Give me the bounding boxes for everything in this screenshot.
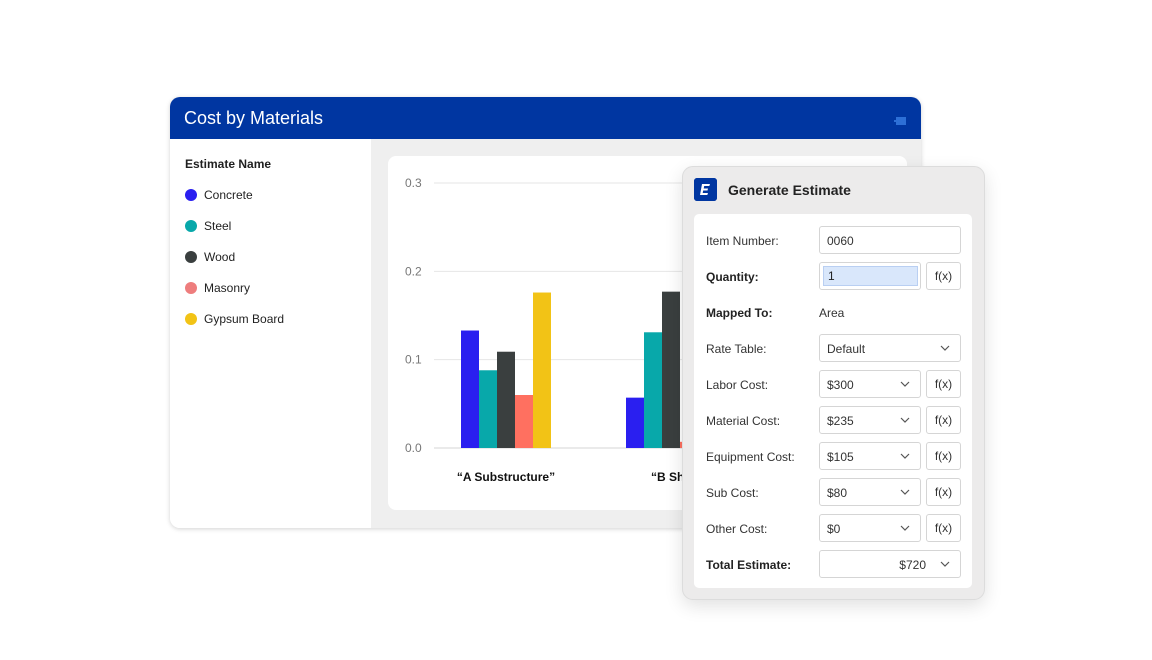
total-estimate-row: Total Estimate: $720 <box>694 550 972 580</box>
item-number-row: Item Number: 0060 <box>694 226 972 256</box>
equipment-cost-fx-button[interactable]: f(x) <box>926 442 961 470</box>
rate-table-label: Rate Table: <box>706 342 767 356</box>
card-title: Cost by Materials <box>184 108 324 128</box>
total-estimate-select[interactable]: $720 <box>819 550 961 578</box>
legend-label: Gypsum Board <box>204 312 285 326</box>
quantity-input[interactable]: 1 <box>819 262 921 290</box>
equipment-cost-label: Equipment Cost: <box>706 450 795 464</box>
equipment-cost-select[interactable]: $105 <box>819 442 921 470</box>
legend-dot <box>185 189 197 201</box>
bar-chart: 0.0 0.1 0.2 0.3 “A Substructure” “B She <box>405 176 907 484</box>
equipment-cost-row: Equipment Cost: $105 f(x) <box>694 442 972 472</box>
legend-item-gypsum-board[interactable]: Gypsum Board <box>185 311 284 327</box>
legend-item-steel[interactable]: Steel <box>185 218 231 234</box>
item-number-label: Item Number: <box>706 234 779 248</box>
chevron-down-icon <box>900 453 910 459</box>
total-estimate-label: Total Estimate: <box>706 558 792 572</box>
rate-table-select[interactable]: Default <box>819 334 961 362</box>
material-cost-row: Material Cost: $235 f(x) <box>694 406 972 436</box>
chevron-down-icon <box>900 525 910 531</box>
bar-wood <box>497 351 515 448</box>
x-tick-label: “A Substructure” <box>457 470 555 484</box>
total-estimate-value: $720 <box>899 558 926 572</box>
labor-cost-label: Labor Cost: <box>706 378 769 392</box>
legend-item-masonry[interactable]: Masonry <box>185 280 250 296</box>
labor-cost-value: $300 <box>827 378 854 392</box>
material-cost-label: Material Cost: <box>706 414 781 428</box>
x-tick-label: “B She <box>651 470 691 484</box>
legend-dot <box>185 220 197 232</box>
chevron-down-icon <box>900 489 910 495</box>
chevron-down-icon <box>900 381 910 387</box>
quantity-value: 1 <box>823 266 918 286</box>
quantity-label: Quantity: <box>706 270 759 284</box>
card-header: Cost by Materials <box>170 97 921 139</box>
other-cost-fx-button[interactable]: f(x) <box>926 514 961 542</box>
generate-estimate-dialog: Generate Estimate Item Number: 0060 Quan… <box>682 166 985 600</box>
y-tick-label: 0.1 <box>405 353 422 367</box>
estimate-form: Item Number: 0060 Quantity: 1 f(x) Mappe… <box>694 214 972 588</box>
sub-cost-select[interactable]: $80 <box>819 478 921 506</box>
rate-table-row: Rate Table: Default <box>694 334 972 364</box>
bar-steel <box>479 370 497 448</box>
bar-wood <box>662 291 680 448</box>
legend-dot <box>185 251 197 263</box>
item-number-value: 0060 <box>827 234 854 248</box>
mapped-to-row: Mapped To: Area <box>694 298 972 328</box>
sub-cost-fx-button[interactable]: f(x) <box>926 478 961 506</box>
item-number-input[interactable]: 0060 <box>819 226 961 254</box>
other-cost-label: Other Cost: <box>706 522 768 536</box>
quantity-row: Quantity: 1 f(x) <box>694 262 972 292</box>
mapped-to-label: Mapped To: <box>706 306 773 320</box>
bar-steel <box>644 332 662 448</box>
dialog-title: Generate Estimate <box>728 182 851 198</box>
estimate-logo-icon <box>694 178 717 201</box>
legend-label: Steel <box>204 219 232 233</box>
rate-table-value: Default <box>827 342 866 356</box>
sub-cost-label: Sub Cost: <box>706 486 759 500</box>
material-cost-value: $235 <box>827 414 854 428</box>
labor-cost-fx-button[interactable]: f(x) <box>926 370 961 398</box>
bar-gypsum-board <box>533 292 551 448</box>
y-tick-label: 0.0 <box>405 441 422 455</box>
chevron-down-icon <box>940 561 950 567</box>
legend-dot <box>185 313 197 325</box>
other-cost-select[interactable]: $0 <box>819 514 921 542</box>
chevron-down-icon <box>900 417 910 423</box>
labor-cost-select[interactable]: $300 <box>819 370 921 398</box>
quantity-fx-button[interactable]: f(x) <box>926 262 961 290</box>
labor-cost-row: Labor Cost: $300 f(x) <box>694 370 972 400</box>
sub-cost-value: $80 <box>827 486 848 500</box>
legend-item-wood[interactable]: Wood <box>185 249 235 265</box>
bar-masonry <box>515 395 533 448</box>
other-cost-row: Other Cost: $0 f(x) <box>694 514 972 544</box>
legend-label: Masonry <box>204 281 251 295</box>
chevron-down-icon <box>940 345 950 351</box>
legend-dot <box>185 282 197 294</box>
legend-title: Estimate Name <box>185 157 272 171</box>
sub-cost-row: Sub Cost: $80 f(x) <box>694 478 972 508</box>
y-tick-label: 0.3 <box>405 176 422 190</box>
y-tick-label: 0.2 <box>405 264 422 278</box>
other-cost-value: $0 <box>827 522 841 536</box>
pin-icon[interactable] <box>893 114 907 128</box>
mapped-to-value: Area <box>819 306 845 320</box>
equipment-cost-value: $105 <box>827 450 854 464</box>
material-cost-fx-button[interactable]: f(x) <box>926 406 961 434</box>
bar-concrete <box>626 397 644 448</box>
chart-legend: Estimate Name Concrete Steel Wood Masonr… <box>170 139 371 528</box>
bar-concrete <box>461 330 479 448</box>
legend-item-concrete[interactable]: Concrete <box>185 187 253 203</box>
legend-label: Wood <box>204 250 236 264</box>
material-cost-select[interactable]: $235 <box>819 406 921 434</box>
legend-label: Concrete <box>204 188 253 202</box>
